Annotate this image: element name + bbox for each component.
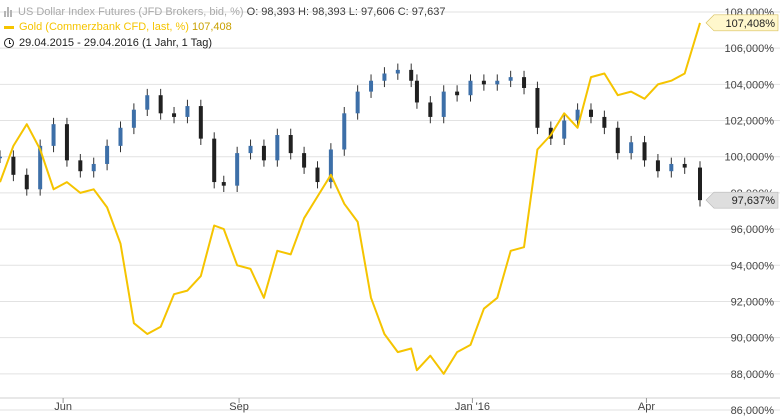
usd-candle-body [588, 109, 593, 117]
usd-candle-body [602, 116, 607, 128]
legend-usd-index: US Dollar Index Futures (JFD Brokers, bi… [4, 5, 445, 19]
candlestick-icon [4, 7, 13, 18]
usd-candle-body [185, 106, 190, 117]
usd-candle-body [24, 174, 29, 190]
usd-candle-body [409, 69, 414, 81]
usd-candle-body [51, 124, 56, 146]
usd-candle-body [395, 69, 400, 74]
usd-candle-body [0, 156, 2, 159]
usd-candle-body [91, 163, 96, 172]
y-tick-label: 88,000% [731, 369, 775, 381]
legend-usd-high: H: 98,393 [298, 6, 346, 18]
usd-candle-body [698, 167, 702, 201]
legend-usd-close: C: 97,637 [397, 6, 446, 18]
usd-candle-body [105, 145, 110, 164]
usd-candle-body [212, 138, 217, 183]
usd-candle-body [221, 182, 226, 186]
usd-candle-body [615, 127, 620, 154]
usd-candle-body [382, 73, 387, 81]
y-tick-label: 102,000% [724, 116, 774, 128]
gold-price-tag: 107,408% [705, 14, 779, 32]
usd-candle-body [145, 95, 150, 110]
gold-price-line [0, 22, 701, 375]
usd-candle-body [328, 149, 333, 183]
legend-usd-low: L: 97,606 [348, 6, 395, 18]
usd-candle-body [629, 142, 634, 154]
usd-candle-body [682, 163, 687, 168]
usd-candle-body [38, 145, 43, 190]
y-tick-label: 86,000% [731, 405, 775, 417]
usd-candle-body [315, 167, 320, 183]
usd-candle-body [288, 135, 293, 154]
usd-candle-body [198, 106, 203, 139]
legend-usd-index-name: US Dollar Index Futures (JFD Brokers, bi… [18, 6, 244, 18]
gold-price-tag-value: 107,408% [725, 18, 775, 30]
usd-candle-body [275, 135, 280, 161]
x-axis: Jun Sep Jan '16 Apr [0, 397, 780, 413]
usd-candle-body [535, 87, 540, 128]
usd-candle-body [131, 109, 136, 128]
usd-candle-body [522, 77, 527, 88]
x-tick-label: Sep [229, 401, 249, 413]
y-tick-label: 104,000% [724, 79, 774, 91]
usd-candle-body [235, 153, 240, 186]
usd-candle-body [118, 127, 123, 146]
x-tick-label: Apr [638, 401, 655, 413]
clock-icon [4, 38, 14, 49]
usd-candle-body [11, 156, 16, 175]
usd-candle-body [655, 160, 660, 172]
y-tick-label: 90,000% [731, 333, 775, 345]
gold-line-swatch-icon [4, 25, 14, 29]
usd-candle-body [158, 95, 163, 114]
legend-period: 29.04.2015 - 29.04.2016 (1 Jahr, 1 Tag) [4, 36, 212, 50]
usd-candle-body [642, 142, 647, 161]
usd-candle-body [508, 77, 513, 81]
usd-candle-body [172, 113, 177, 117]
y-tick-label: 96,000% [731, 224, 775, 236]
usd-candle-body [455, 91, 460, 96]
usd-candle-body [355, 91, 360, 114]
y-tick-label: 92,000% [731, 296, 775, 308]
usd-candle-body [428, 102, 433, 117]
horizontal-grid [0, 11, 780, 411]
x-tick-label: Jan '16 [455, 401, 490, 413]
x-tick-label: Jun [54, 401, 72, 413]
legend-gold-name: Gold (Commerzbank CFD, last, %) [19, 21, 189, 33]
usd-price-tag: 97,637% [705, 191, 779, 209]
legend-period-text: 29.04.2015 - 29.04.2016 (1 Jahr, 1 Tag) [19, 37, 213, 49]
usd-candle-body [78, 160, 83, 172]
usd-candle-body [248, 145, 253, 154]
usd-candle-body [495, 80, 500, 85]
usd-candle-body [369, 80, 374, 92]
legend-gold: Gold (Commerzbank CFD, last, %) 107,408 [4, 20, 232, 34]
usd-candle-body [481, 80, 486, 85]
usd-candle-body [64, 124, 69, 161]
usd-candle-body [575, 109, 580, 121]
usd-candle-body [342, 113, 347, 150]
usd-candle-body [414, 80, 419, 103]
usd-candle-body [669, 163, 674, 172]
usd-candle-body [302, 153, 307, 168]
usd-price-tag-value: 97,637% [732, 195, 776, 207]
usd-candle-body [562, 120, 567, 139]
legend-usd-open: O: 98,393 [246, 6, 295, 18]
usd-candle-body [261, 145, 266, 161]
usd-candle-body [441, 91, 446, 117]
y-tick-label: 94,000% [731, 260, 775, 272]
usd-candle-body [468, 80, 473, 96]
y-tick-label: 106,000% [724, 43, 774, 55]
y-axis: 108,000%106,000%104,000%102,000%100,000%… [724, 7, 774, 417]
usd-index-candlestick-series [0, 63, 702, 207]
y-tick-label: 100,000% [724, 152, 774, 164]
legend-gold-last: 107,408 [192, 21, 232, 33]
